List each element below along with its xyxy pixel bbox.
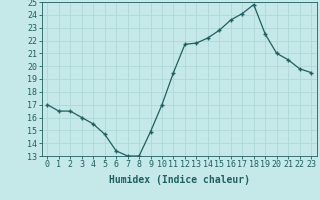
X-axis label: Humidex (Indice chaleur): Humidex (Indice chaleur) bbox=[109, 175, 250, 185]
